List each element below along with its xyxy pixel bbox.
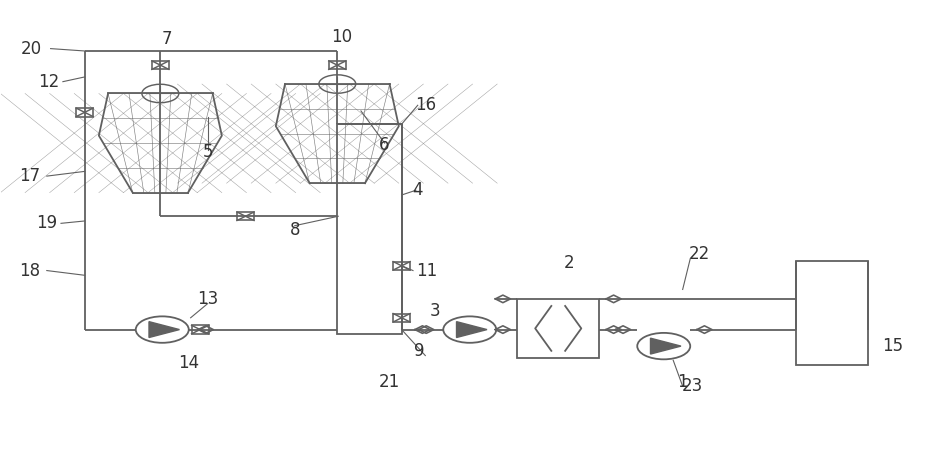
Text: 2: 2 [564, 255, 574, 273]
Text: 23: 23 [681, 377, 703, 395]
Bar [337, 124, 401, 334]
Text: 6: 6 [380, 136, 390, 154]
Polygon shape [456, 322, 487, 338]
Text: 7: 7 [161, 30, 172, 48]
Text: 13: 13 [197, 290, 218, 308]
Text: 21: 21 [379, 372, 400, 390]
Bar [152, 61, 169, 69]
Bar [393, 314, 410, 322]
Text: 14: 14 [178, 354, 199, 371]
Bar [517, 299, 600, 358]
Text: 17: 17 [19, 167, 41, 185]
Bar [76, 108, 93, 116]
Text: 5: 5 [202, 143, 213, 162]
Text: 20: 20 [21, 39, 43, 57]
Text: 15: 15 [883, 337, 903, 355]
Polygon shape [149, 322, 179, 338]
Text: 11: 11 [417, 262, 437, 280]
Bar [393, 262, 410, 270]
Text: 4: 4 [413, 181, 423, 200]
Bar [237, 212, 254, 220]
Text: 10: 10 [331, 28, 353, 46]
Text: 16: 16 [415, 96, 436, 114]
Text: 8: 8 [289, 221, 300, 239]
Text: 18: 18 [19, 262, 41, 280]
Bar [328, 61, 345, 69]
Bar [192, 325, 209, 334]
Polygon shape [650, 338, 681, 354]
Text: 3: 3 [430, 302, 440, 320]
Text: 19: 19 [36, 214, 57, 232]
Text: 22: 22 [689, 245, 710, 263]
Text: 9: 9 [415, 342, 425, 360]
Bar [796, 261, 868, 365]
Text: 1: 1 [678, 372, 688, 390]
Text: 12: 12 [38, 73, 60, 91]
